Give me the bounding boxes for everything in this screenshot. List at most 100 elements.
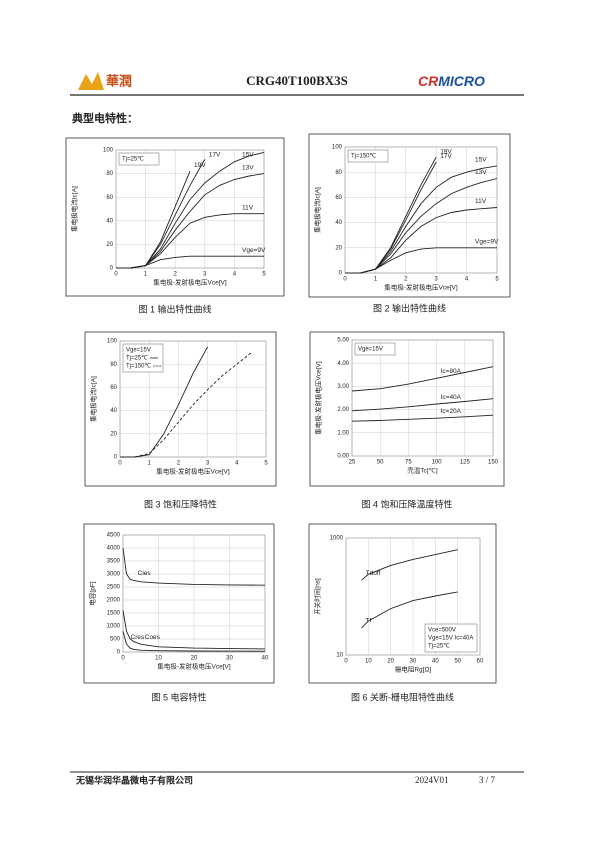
annotation: Tj=150℃ — [351, 154, 377, 160]
x-tick-label: 3 — [435, 277, 439, 283]
series-label: Vge=9V — [475, 239, 499, 246]
series-line — [122, 547, 266, 586]
x-tick-label: 40 — [432, 659, 439, 665]
annotation: Vge=15V — [358, 347, 383, 353]
y-tick-label: 2000 — [107, 598, 121, 604]
plot-area — [345, 537, 481, 656]
x-tick-label: 0 — [121, 656, 125, 662]
x-tick-label: 0 — [114, 272, 118, 278]
logo-right: CRMICRO — [418, 73, 485, 89]
plot-area — [122, 534, 266, 653]
figure-caption: 图 4 饱和压降温度特性 — [361, 498, 452, 509]
annotation: Vge=15V — [126, 348, 151, 354]
y-tick-label: 0.00 — [337, 454, 349, 460]
x-tick-label: 4 — [233, 272, 237, 278]
series-label: 19V — [440, 149, 452, 156]
chart-frame — [308, 523, 497, 684]
y-tick-label: 4500 — [107, 533, 121, 539]
footer-page: 3 / 7 — [479, 775, 496, 785]
section-title: 典型电特性： — [72, 111, 138, 125]
x-tick-label: 5 — [495, 277, 499, 283]
x-tick-label: 125 — [460, 460, 471, 466]
y-tick-label: 1.00 — [337, 430, 349, 436]
series-line — [116, 171, 191, 269]
y-tick-label: 3500 — [107, 559, 121, 565]
x-tick-label: 20 — [387, 659, 394, 665]
x-tick-label: 0 — [118, 461, 122, 467]
y-tick-label: 500 — [110, 637, 121, 643]
y-tick-label: 1500 — [107, 611, 121, 617]
y-tick-label: 2500 — [107, 585, 121, 591]
y-tick-label: 100 — [103, 148, 114, 154]
part-number: CRG40T100BX3S — [246, 73, 348, 88]
series-label: Ic=20A — [441, 408, 462, 415]
series-label: Ic=40A — [441, 394, 462, 401]
series-line — [351, 366, 494, 392]
chart-frame — [83, 523, 275, 684]
x-tick-label: 4 — [465, 277, 469, 283]
chart-frame — [84, 331, 277, 487]
x-axis-label: 集电极-发射极电压Vce[V] — [153, 278, 227, 287]
x-axis-label: 集电极-发射极电压Vce[V] — [156, 467, 230, 476]
plot-area — [119, 340, 267, 458]
y-tick-label: 3.00 — [337, 384, 349, 390]
series-label: 15V — [242, 152, 254, 159]
x-tick-label: 1 — [148, 461, 152, 467]
x-tick-label: 30 — [410, 659, 417, 665]
plot-area — [351, 339, 494, 457]
x-tick-label: 5 — [262, 272, 266, 278]
plot-area — [344, 146, 498, 274]
logo-micro: MICRO — [438, 73, 485, 89]
y-tick-label: 4.00 — [337, 361, 349, 367]
y-axis-label: 集电极电流Ic[A] — [313, 187, 322, 233]
y-tick-label: 80 — [106, 171, 113, 177]
y-axis-label: 集电极电流Ic[A] — [70, 186, 79, 232]
series-line — [122, 610, 266, 650]
y-tick-label: 40 — [335, 220, 342, 226]
x-axis-label: 集电极-发射极电压Vce[V] — [157, 662, 231, 671]
y-tick-label: 60 — [110, 385, 117, 391]
series-label: 15V — [475, 157, 487, 164]
annotation-box — [354, 342, 396, 356]
series-label: 19V — [194, 162, 206, 169]
x-axis-label: 壳温Tc[℃] — [407, 466, 438, 475]
series-line — [116, 255, 264, 269]
annotation-box — [424, 623, 478, 653]
y-tick-label: 1000 — [330, 536, 344, 542]
y-tick-label: 0 — [117, 650, 121, 656]
x-tick-label: 150 — [488, 460, 499, 466]
y-tick-label: 20 — [335, 245, 342, 251]
x-tick-label: 100 — [432, 460, 443, 466]
x-tick-label: 3 — [203, 272, 207, 278]
y-tick-label: 3000 — [107, 572, 121, 578]
y-tick-label: 5.00 — [337, 338, 349, 344]
y-tick-label: 4000 — [107, 546, 121, 552]
y-tick-label: 0 — [114, 455, 118, 461]
series-label: Coes — [145, 634, 161, 641]
series-label: 11V — [242, 204, 254, 211]
series-line — [122, 631, 266, 652]
y-tick-label: 40 — [106, 218, 113, 224]
legend-label: Tj=150℃ — [126, 364, 152, 370]
series-line — [116, 213, 264, 269]
y-tick-label: 40 — [110, 408, 117, 414]
y-tick-label: 0 — [110, 266, 114, 272]
y-axis-label: 开关时间[ns] — [313, 578, 322, 615]
figure-caption: 图 5 电容特性 — [151, 691, 206, 702]
series-label: 13V — [242, 164, 254, 171]
series-label: Tf — [366, 618, 372, 625]
series-line — [345, 165, 498, 274]
x-tick-label: 4 — [235, 461, 239, 467]
x-tick-label: 30 — [226, 656, 233, 662]
x-tick-label: 1 — [144, 272, 148, 278]
figure-caption: 图 6 关断-栅电阻特性曲线 — [351, 691, 454, 702]
y-axis-label: 电容[pF] — [88, 581, 97, 605]
x-tick-label: 20 — [191, 656, 198, 662]
series-label: Cies — [138, 570, 152, 577]
y-axis-label: 集电极电流Ic[A] — [89, 376, 98, 422]
series-label: Ic=80A — [441, 368, 462, 375]
logo-mark — [78, 72, 104, 90]
plot-area — [115, 149, 265, 269]
x-tick-label: 2 — [177, 461, 181, 467]
y-tick-label: 100 — [107, 339, 118, 345]
